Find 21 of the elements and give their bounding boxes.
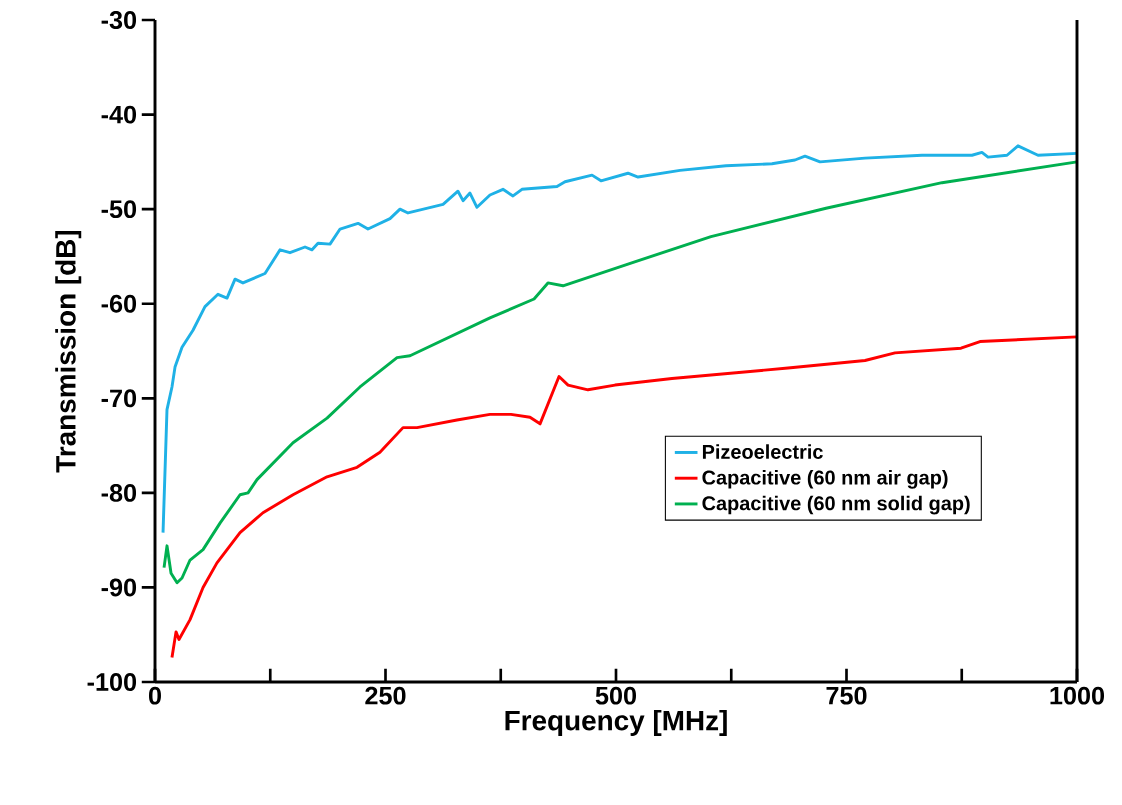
x-tick-label: 500: [595, 686, 637, 705]
legend-label: Pizeoelectric: [702, 444, 823, 459]
line-series: [162, 160, 1079, 585]
x-tick-label: 750: [826, 686, 867, 705]
x-tick-label: 250: [365, 686, 406, 705]
x-tick-label: 1000: [1050, 686, 1105, 705]
y-tick-label: -90: [101, 578, 137, 597]
y-tick-label: -30: [101, 11, 137, 29]
y-tick-label: -50: [101, 200, 137, 219]
x-axis-title: Frequency [MHz]: [505, 709, 727, 736]
y-tick-label: -80: [101, 483, 137, 502]
line-series: [161, 144, 1079, 535]
y-tick-label: -100: [87, 673, 137, 691]
line-series: [170, 335, 1079, 659]
y-axis-title: Transmission [dB]: [55, 230, 82, 473]
legend-label: Capacitive (60 nm air gap): [702, 469, 948, 489]
x-tick-label: 0: [148, 686, 161, 705]
y-tick-label: -70: [101, 389, 137, 408]
legend-label: Capacitive (60 nm solid gap): [702, 495, 970, 515]
y-tick-label: -40: [101, 105, 137, 124]
y-tick-label: -60: [101, 294, 137, 313]
